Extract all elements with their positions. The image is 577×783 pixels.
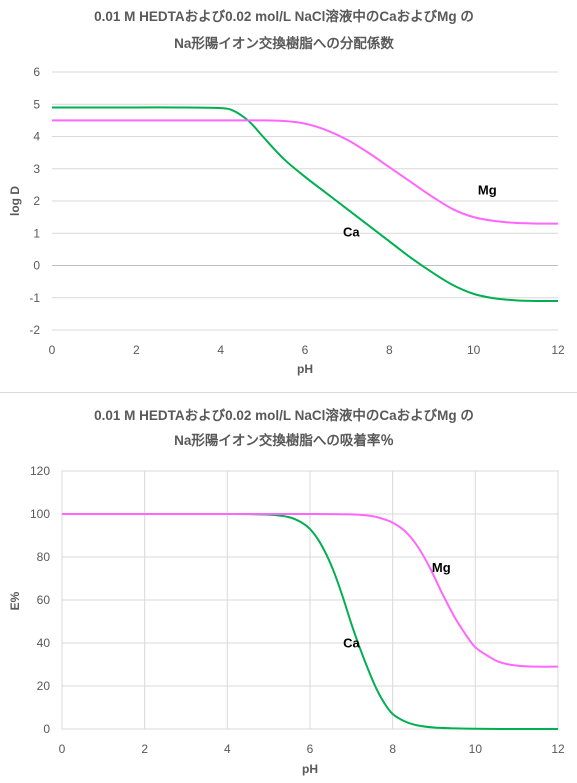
x-tick-label: 10 xyxy=(467,343,481,357)
series-label-mg: Mg xyxy=(478,183,497,198)
chart-divider xyxy=(0,392,577,393)
y-tick-label: 80 xyxy=(37,550,51,564)
x-tick-label: 0 xyxy=(59,742,66,756)
x-tick-label: 10 xyxy=(469,742,483,756)
x-tick-label: 6 xyxy=(307,742,314,756)
series-label-mg: Mg xyxy=(432,560,451,575)
x-axis-label: pH xyxy=(302,762,318,776)
x-tick-label: 12 xyxy=(551,742,565,756)
y-tick-label: 6 xyxy=(33,65,40,79)
y-tick-label: 20 xyxy=(37,679,51,693)
x-axis-label: pH xyxy=(297,362,313,376)
x-tick-label: 8 xyxy=(389,742,396,756)
series-line-mg xyxy=(61,512,559,668)
series-line-ca xyxy=(61,512,559,731)
x-tick-label: 2 xyxy=(141,742,148,756)
y-tick-label: 3 xyxy=(33,162,40,176)
y-axis-label: log D xyxy=(8,186,22,216)
distribution-coefficient-chart: 0.01 M HEDTAおよび0.02 mol/L NaCl溶液中のCaおよびM… xyxy=(8,8,565,376)
adsorption-rate-chart: 0.01 M HEDTAおよび0.02 mol/L NaCl溶液中のCaおよびM… xyxy=(0,393,577,783)
x-tick-label: 2 xyxy=(133,343,140,357)
plot-area-border xyxy=(61,470,559,730)
x-tick-label: 0 xyxy=(49,343,56,357)
y-tick-label: 60 xyxy=(37,593,51,607)
y-tick-label: 100 xyxy=(30,507,50,521)
y-tick-label: 0 xyxy=(33,259,40,273)
y-tick-label: 1 xyxy=(33,226,40,240)
y-axis-label: E% xyxy=(8,591,22,610)
series-label-ca: Ca xyxy=(343,635,360,650)
y-tick-label: 0 xyxy=(43,722,50,736)
series-line-mg xyxy=(51,119,559,225)
chart-svg: 0.01 M HEDTAおよび0.02 mol/L NaCl溶液中のCaおよびM… xyxy=(8,407,565,776)
chart-svg: 0.01 M HEDTAおよび0.02 mol/L NaCl溶液中のCaおよびM… xyxy=(8,8,565,376)
y-tick-label: -1 xyxy=(29,291,40,305)
x-tick-label: 4 xyxy=(217,343,224,357)
y-tick-label: 120 xyxy=(30,464,50,478)
chart-title-line2: Na形陽イオン交換樹脂への吸着率％ xyxy=(174,432,394,448)
chart-title-line2: Na形陽イオン交換樹脂への分配係数 xyxy=(174,35,394,51)
x-tick-label: 8 xyxy=(386,343,393,357)
series-line-ca xyxy=(51,106,559,303)
y-tick-label: 40 xyxy=(37,636,51,650)
x-tick-label: 4 xyxy=(224,742,231,756)
y-tick-label: 5 xyxy=(33,97,40,111)
chart-title-line1: 0.01 M HEDTAおよび0.02 mol/L NaCl溶液中のCaおよびM… xyxy=(94,407,474,423)
y-tick-label: -2 xyxy=(29,323,40,337)
x-tick-label: 6 xyxy=(302,343,309,357)
chart-title-line1: 0.01 M HEDTAおよび0.02 mol/L NaCl溶液中のCaおよびM… xyxy=(94,8,474,24)
y-tick-label: 4 xyxy=(33,130,40,144)
y-tick-label: 2 xyxy=(33,194,40,208)
x-tick-label: 12 xyxy=(551,343,565,357)
series-label-ca: Ca xyxy=(343,224,360,239)
